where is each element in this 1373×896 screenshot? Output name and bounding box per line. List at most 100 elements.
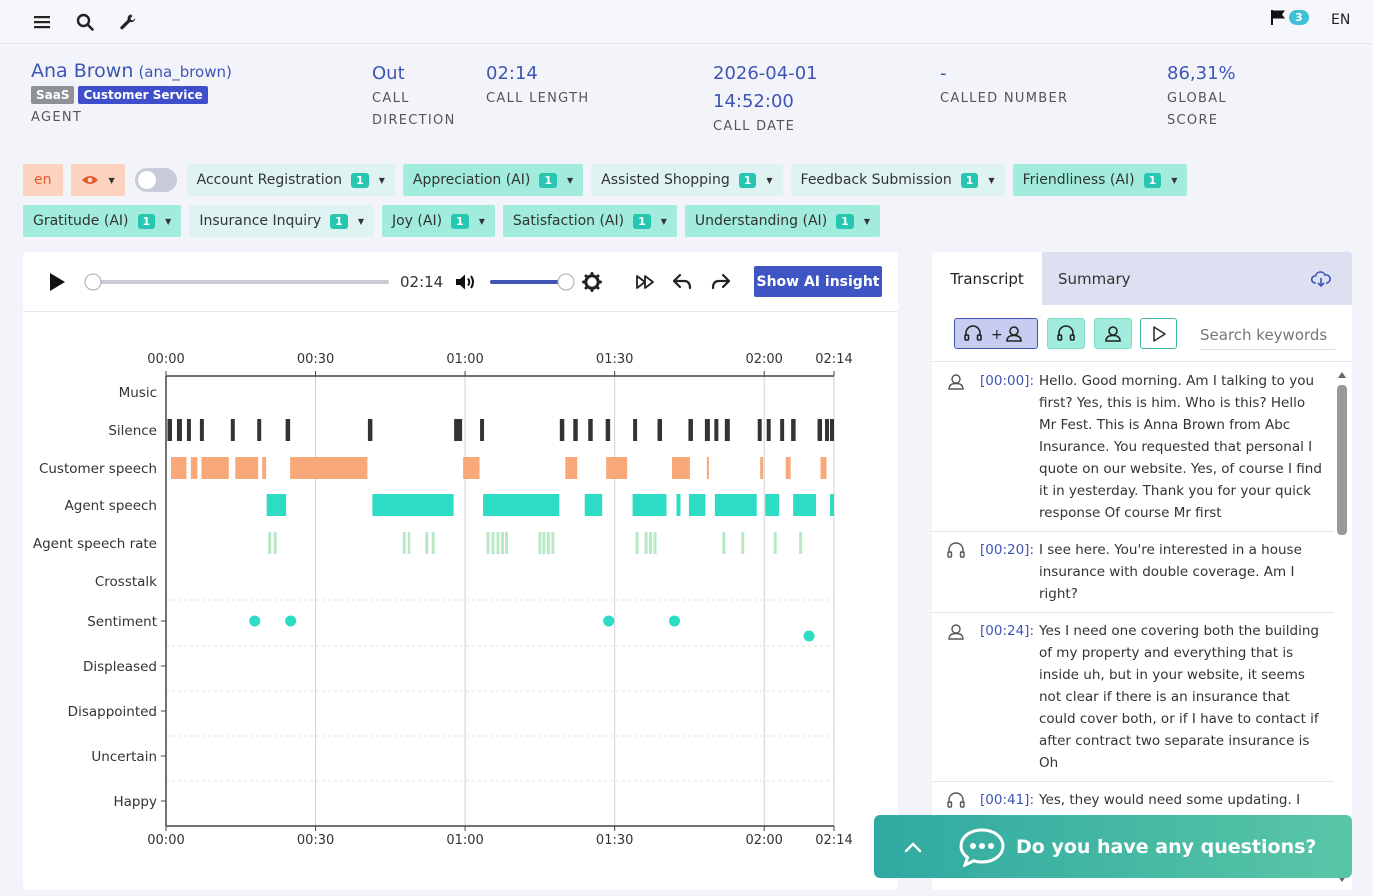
transcript-entry[interactable]: [00:00]: Hello. Good morning. Am I talki… bbox=[932, 363, 1334, 532]
customer-speech-segment bbox=[820, 457, 827, 479]
both-speakers-filter-button[interactable]: + bbox=[954, 318, 1038, 349]
rewind-button[interactable] bbox=[671, 271, 693, 293]
agent-speech-segment bbox=[830, 494, 834, 516]
language-filter-chip[interactable]: en bbox=[23, 164, 63, 196]
chevron-down-icon: ▼ bbox=[165, 216, 172, 226]
transcript-entry[interactable]: [00:24]: Yes I need one covering both th… bbox=[932, 613, 1334, 782]
play-transcript-button[interactable] bbox=[1140, 318, 1177, 349]
forward-button[interactable] bbox=[710, 271, 732, 293]
progress-slider[interactable] bbox=[83, 272, 393, 292]
play-button[interactable] bbox=[45, 270, 69, 294]
silence-segment bbox=[766, 419, 771, 441]
notifications[interactable]: 3 bbox=[1270, 9, 1309, 25]
silence-segment bbox=[633, 419, 638, 441]
cloud-download-icon[interactable] bbox=[1310, 270, 1331, 288]
chip-count: 1 bbox=[137, 213, 156, 229]
wrench-icon[interactable] bbox=[116, 10, 140, 34]
skip-silence-button[interactable] bbox=[634, 271, 656, 293]
show-ai-insight-button[interactable]: Show AI insight bbox=[754, 266, 882, 297]
transcript-timestamp[interactable]: [00:20]: bbox=[980, 542, 1034, 558]
silence-segment bbox=[704, 419, 710, 441]
call-length: 02:14 CALL LENGTH bbox=[486, 60, 589, 110]
search-icon[interactable] bbox=[73, 10, 97, 34]
chip-friendliness-ai[interactable]: Friendliness (AI) 1 ▼ bbox=[1012, 164, 1188, 196]
customer-speech-segment bbox=[190, 457, 198, 479]
agent-speech-segment bbox=[688, 494, 706, 516]
silence-segment bbox=[780, 419, 785, 441]
agent-speech-rate-segment bbox=[551, 532, 555, 554]
global-score: 86,31% GLOBAL SCORE bbox=[1167, 60, 1236, 132]
visibility-filter-chip[interactable]: ▼ bbox=[70, 164, 125, 196]
transcript-scroll-thumb[interactable] bbox=[1337, 385, 1347, 535]
agent-speech-rate-segment bbox=[504, 532, 508, 554]
chip-feedback-submission[interactable]: Feedback Submission 1 ▼ bbox=[790, 164, 1005, 196]
agent-speech-segment bbox=[483, 494, 560, 516]
agent-speech-rate-segment bbox=[538, 532, 542, 554]
silence-segment bbox=[757, 419, 762, 441]
volume-button[interactable] bbox=[454, 271, 478, 293]
call-length-value: 02:14 bbox=[486, 63, 538, 84]
row-label: Sentiment bbox=[87, 614, 157, 630]
tag-customer-service: Customer Service bbox=[78, 86, 208, 104]
volume-slider[interactable] bbox=[486, 272, 576, 292]
language-selector[interactable]: EN bbox=[1331, 12, 1351, 28]
row-label: Displeased bbox=[83, 659, 157, 675]
chevron-down-icon: ▼ bbox=[567, 175, 574, 185]
row-label: Disappointed bbox=[68, 704, 157, 720]
menu-icon[interactable] bbox=[30, 10, 54, 34]
chevron-down-icon: ▼ bbox=[660, 216, 667, 226]
silence-segment bbox=[285, 419, 291, 441]
transcript-timestamp[interactable]: [00:24]: bbox=[980, 623, 1034, 639]
chip-account-registration[interactable]: Account Registration 1 ▼ bbox=[186, 164, 395, 196]
filter-chips-row-1: en ▼ Account Registration 1 ▼ Appreciation… bbox=[23, 164, 1203, 196]
tab-summary[interactable]: Summary bbox=[1058, 269, 1131, 288]
agent-speech-rate-segment bbox=[649, 532, 653, 554]
chip-insurance-inquiry[interactable]: Insurance Inquiry 1 ▼ bbox=[189, 205, 374, 237]
chip-appreciation-ai[interactable]: Appreciation (AI) 1 ▼ bbox=[402, 164, 584, 196]
agent-speech-rate-segment bbox=[273, 532, 277, 554]
silence-segment bbox=[714, 419, 719, 441]
filter-toggle[interactable] bbox=[134, 168, 177, 192]
chip-count: 1 bbox=[539, 172, 558, 188]
silence-segment bbox=[454, 419, 463, 441]
chat-widget[interactable]: Do you have any questions? bbox=[874, 815, 1352, 878]
search-keywords-input[interactable] bbox=[1200, 320, 1335, 350]
svg-text:+: + bbox=[991, 327, 1003, 343]
chip-assisted-shopping[interactable]: Assisted Shopping 1 ▼ bbox=[591, 164, 783, 196]
top-bar: 3 EN bbox=[0, 0, 1373, 44]
chip-understanding-ai[interactable]: Understanding (AI) 1 ▼ bbox=[684, 205, 880, 237]
scroll-up-arrow-icon[interactable] bbox=[1338, 372, 1346, 378]
chip-count: 1 bbox=[738, 172, 757, 188]
row-label: Agent speech bbox=[65, 498, 157, 514]
volume-icon bbox=[456, 274, 474, 290]
chip-satisfaction-ai[interactable]: Satisfaction (AI) 1 ▼ bbox=[502, 205, 677, 237]
agent-speech-segment bbox=[632, 494, 667, 516]
chip-count: 1 bbox=[960, 172, 979, 188]
chip-gratitude-ai[interactable]: Gratitude (AI) 1 ▼ bbox=[23, 205, 182, 237]
customer-speech-segment bbox=[671, 457, 690, 479]
chip-joy-ai[interactable]: Joy (AI) 1 ▼ bbox=[381, 205, 495, 237]
customer-speech-segment bbox=[290, 457, 368, 479]
tab-transcript[interactable]: Transcript bbox=[932, 252, 1042, 305]
agent-speech-rate-segment bbox=[542, 532, 546, 554]
transcript-timestamp[interactable]: [00:00]: bbox=[980, 373, 1034, 389]
agent-speech-segment bbox=[676, 494, 681, 516]
agent-username: (ana_brown) bbox=[138, 63, 232, 81]
customer-filter-button[interactable] bbox=[1094, 318, 1132, 349]
call-date-value: 2026-04-01 bbox=[713, 63, 818, 84]
transcript-scrollbar[interactable] bbox=[1337, 372, 1347, 882]
transcript-timestamp[interactable]: [00:41]: bbox=[980, 792, 1034, 808]
chevron-down-icon: ▼ bbox=[766, 175, 773, 185]
transcript-entry[interactable]: [00:41]: Yes, they would need some updat… bbox=[932, 782, 1334, 819]
agent-speech-segment bbox=[714, 494, 757, 516]
customer-speech-segment bbox=[262, 457, 267, 479]
silence-segment bbox=[724, 419, 730, 441]
tag-saas: SaaS bbox=[31, 86, 75, 104]
notification-count-badge: 3 bbox=[1289, 9, 1309, 25]
forward-icon bbox=[711, 273, 731, 290]
settings-button[interactable] bbox=[581, 271, 603, 293]
agent-filter-button[interactable] bbox=[1047, 318, 1085, 349]
agent-speech-rate-segment bbox=[402, 532, 406, 554]
scroll-down-arrow-icon[interactable] bbox=[1338, 876, 1346, 882]
transcript-entry[interactable]: [00:20]: I see here. You're interested i… bbox=[932, 532, 1334, 613]
